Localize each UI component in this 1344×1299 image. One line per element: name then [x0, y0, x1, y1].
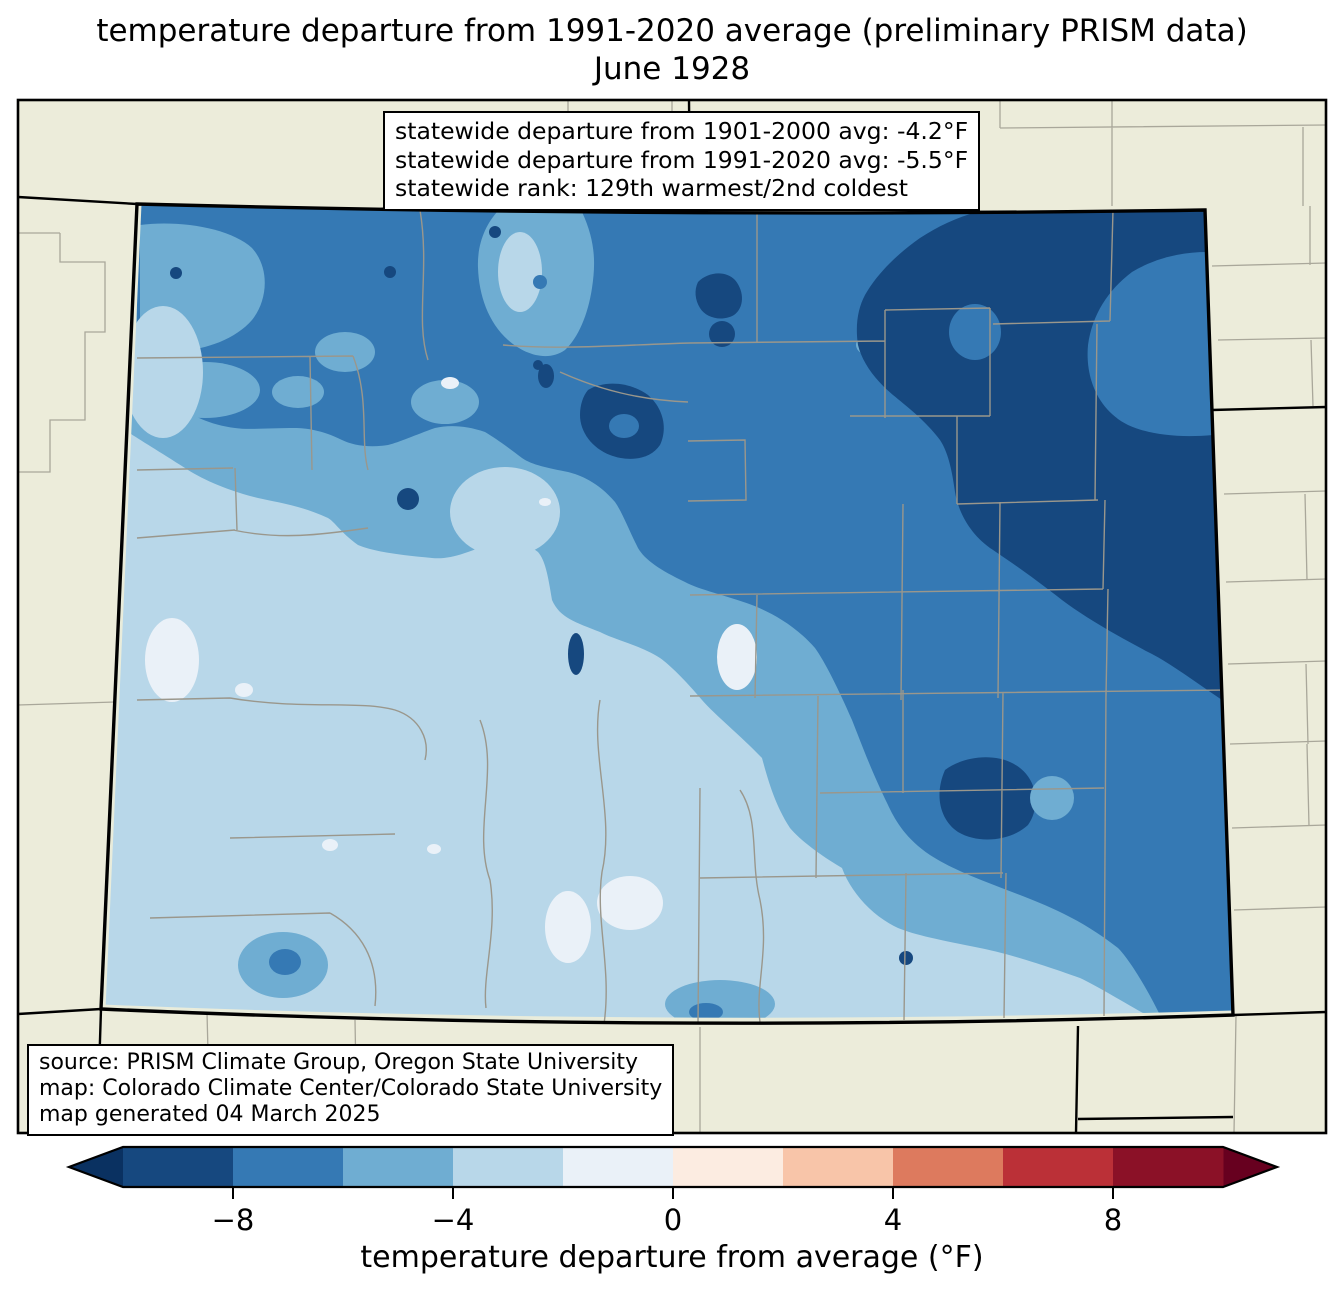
figure-title-line1: temperature departure from 1991-2020 ave…	[96, 13, 1248, 49]
map-blob	[1030, 776, 1074, 820]
map-blob	[269, 949, 301, 975]
source-box: source: PRISM Climate Group, Oregon Stat…	[27, 1044, 675, 1136]
map-blob	[949, 304, 1001, 360]
colorado-map	[101, 204, 1233, 1024]
regions-minus4-to-minus2-pockets	[123, 232, 560, 557]
stats-line-1991-2020: statewide departure from 1991-2020 avg: …	[395, 145, 969, 174]
colorbar-outline	[65, 1145, 1281, 1189]
colorbar-axis-label: temperature departure from average (°F)	[360, 1240, 984, 1275]
colorbar-over-arrow	[1223, 1147, 1277, 1187]
map-blob	[695, 273, 743, 319]
map-blob	[539, 498, 551, 506]
colorbar-tick-label: −8	[211, 1203, 255, 1237]
colorbar-segment	[563, 1147, 674, 1187]
map-blob	[1087, 252, 1213, 437]
colorbar-segments	[123, 1147, 1224, 1187]
stats-line-1901-2000: statewide departure from 1901-2000 avg: …	[395, 117, 969, 145]
colorbar-segment	[1003, 1147, 1114, 1187]
map-blob	[427, 844, 441, 854]
map-blob	[498, 232, 542, 312]
figure-title: temperature departure from 1991-2020 ave…	[0, 12, 1344, 88]
map-blob	[609, 414, 639, 438]
map-blob	[145, 618, 199, 702]
map-blob	[272, 376, 324, 408]
colorbar-segment	[1113, 1147, 1224, 1187]
map-blob	[450, 467, 560, 557]
map-blob	[545, 891, 591, 963]
map-blob	[235, 683, 253, 697]
colorbar-ticks	[232, 1188, 1114, 1199]
colorbar-segment	[673, 1147, 784, 1187]
regions-minus8-holes	[533, 252, 1213, 438]
figure-title-line2: June 1928	[593, 51, 751, 87]
generated-date-line: map generated 04 March 2025	[39, 1102, 381, 1127]
colorbar	[65, 1145, 1281, 1199]
colorbar-tick-label: 4	[883, 1203, 903, 1237]
colorbar-tick-label: 0	[663, 1203, 683, 1237]
map-blob	[538, 364, 554, 388]
map-blob	[489, 226, 501, 238]
map-blob	[170, 267, 182, 279]
map-blob	[411, 380, 479, 424]
colorbar-tick-label: −4	[431, 1203, 475, 1237]
county-lines	[136, 209, 1231, 1024]
colorbar-segment	[233, 1147, 344, 1187]
map-blob	[322, 839, 338, 851]
map-blob	[568, 633, 584, 675]
colorado-border	[99, 202, 1235, 1025]
map-credit-line: map: Colorado Climate Center/Colorado St…	[39, 1076, 663, 1101]
map-blob	[709, 321, 735, 347]
map-blob	[717, 624, 757, 690]
map-blob	[939, 757, 1036, 840]
colorbar-segment	[453, 1147, 564, 1187]
colorbar-tick-label: 8	[1103, 1203, 1123, 1237]
stats-line-rank: statewide rank: 129th warmest/2nd coldes…	[395, 174, 908, 202]
county-line	[136, 209, 765, 1024]
map-blob	[597, 876, 663, 930]
county-line	[687, 209, 1231, 1024]
map-blob	[384, 266, 396, 278]
map-blob	[899, 951, 913, 965]
map-blob	[123, 306, 203, 438]
map-blob	[533, 360, 543, 370]
regions-minus2-to-0	[145, 377, 757, 963]
colorbar-segment	[893, 1147, 1004, 1187]
map-blob	[441, 377, 459, 389]
map-blob	[533, 275, 547, 289]
colorbar-segment	[123, 1147, 234, 1187]
source-line: source: PRISM Climate Group, Oregon Stat…	[39, 1050, 639, 1075]
map-blob	[101, 432, 1150, 1024]
colorbar-under-arrow	[69, 1147, 123, 1187]
colorbar-segment	[343, 1147, 454, 1187]
colorbar-segment	[783, 1147, 894, 1187]
statewide-stats-box: statewide departure from 1901-2000 avg: …	[383, 111, 981, 211]
regions-minus4-to-minus2	[101, 432, 1150, 1024]
map-blob	[315, 332, 375, 372]
map-blob	[397, 488, 419, 510]
